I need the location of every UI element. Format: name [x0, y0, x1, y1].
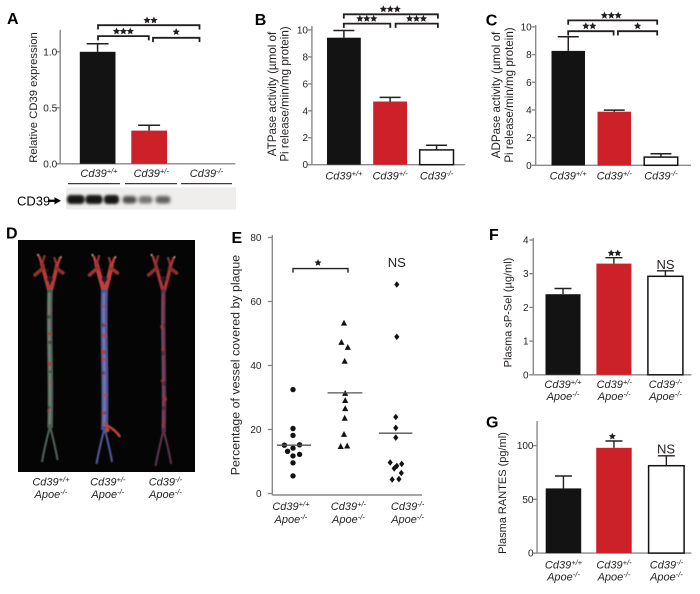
- svg-text:60: 60: [250, 297, 262, 308]
- svg-text:4: 4: [302, 106, 308, 117]
- svg-text:E: E: [232, 230, 243, 247]
- svg-text:Cd39-/-: Cd39-/-: [649, 377, 683, 391]
- svg-text:Cd39+/-: Cd39+/-: [331, 499, 367, 513]
- svg-text:4: 4: [526, 105, 532, 116]
- svg-text:Apoe-/-: Apoe-/-: [90, 487, 124, 501]
- svg-text:Apoe-/-: Apoe-/-: [274, 512, 308, 526]
- svg-text:NS: NS: [656, 257, 674, 272]
- svg-text:0.5: 0.5: [43, 103, 57, 114]
- svg-text:Cd39-/-: Cd39-/-: [391, 499, 425, 513]
- svg-text:Cd39-/-: Cd39-/-: [420, 169, 454, 183]
- svg-text:Apoe-/-: Apoe-/-: [390, 512, 424, 526]
- svg-text:Cd39+/+: Cd39+/+: [272, 499, 310, 513]
- svg-text:40: 40: [250, 361, 262, 372]
- svg-text:Apoe-/-: Apoe-/-: [148, 487, 182, 501]
- svg-text:Pi release/min/mg protein): Pi release/min/mg protein): [279, 26, 292, 161]
- svg-text:NS: NS: [388, 255, 406, 270]
- svg-text:Cd39-/-: Cd39-/-: [149, 475, 183, 489]
- svg-text:Cd39-/-: Cd39-/-: [190, 166, 224, 180]
- svg-text:10: 10: [521, 22, 533, 33]
- svg-text:50: 50: [522, 495, 534, 506]
- svg-text:Cd39+/-: Cd39+/-: [372, 169, 408, 183]
- svg-text:ADPase activity (µmol of: ADPase activity (µmol of: [490, 31, 503, 158]
- svg-text:D: D: [6, 226, 18, 243]
- svg-text:Apoe-/-: Apoe-/-: [34, 487, 68, 501]
- svg-text:Pi release/min/mg protein): Pi release/min/mg protein): [503, 27, 516, 162]
- svg-text:Relative CD39 expression: Relative CD39 expression: [28, 32, 40, 163]
- svg-text:Cd39+/-: Cd39+/-: [597, 169, 633, 183]
- svg-text:0: 0: [302, 160, 308, 171]
- svg-text:G: G: [486, 415, 498, 432]
- svg-text:Plasma sP-Sel (µg/ml): Plasma sP-Sel (µg/ml): [503, 258, 515, 368]
- svg-text:8: 8: [526, 50, 532, 61]
- svg-text:Cd39+/-: Cd39+/-: [134, 166, 170, 180]
- svg-text:B: B: [255, 12, 267, 29]
- svg-text:F: F: [489, 227, 499, 244]
- svg-text:2: 2: [523, 303, 529, 314]
- svg-text:Apoe-/-: Apoe-/-: [649, 570, 683, 584]
- svg-text:Plasma RANTES (pg/ml): Plasma RANTES (pg/ml): [497, 432, 509, 554]
- svg-text:0.0: 0.0: [43, 159, 57, 170]
- svg-text:Apoe-/-: Apoe-/-: [331, 512, 365, 526]
- svg-text:2: 2: [302, 133, 308, 144]
- svg-text:80: 80: [250, 233, 262, 244]
- svg-text:Percentage of vessel covered b: Percentage of vessel covered by plaque: [229, 255, 243, 476]
- svg-text:Apoe-/-: Apoe-/-: [597, 570, 631, 584]
- svg-text:CD39: CD39: [17, 194, 50, 209]
- svg-text:1.0: 1.0: [43, 47, 57, 58]
- svg-text:0: 0: [526, 161, 532, 172]
- svg-text:20: 20: [250, 425, 262, 436]
- svg-text:100: 100: [517, 441, 534, 452]
- svg-text:C: C: [486, 13, 498, 30]
- svg-text:4: 4: [523, 236, 529, 247]
- svg-text:Cd39-/-: Cd39-/-: [650, 558, 684, 572]
- svg-text:10: 10: [297, 25, 309, 36]
- svg-text:6: 6: [302, 79, 308, 90]
- svg-text:ATPase activity (µmol of: ATPase activity (µmol of: [266, 31, 279, 156]
- svg-text:Apoe-/-: Apoe-/-: [648, 389, 682, 403]
- svg-text:8: 8: [302, 52, 308, 63]
- svg-text:6: 6: [526, 78, 532, 89]
- svg-text:0: 0: [528, 549, 534, 560]
- svg-text:Cd39+/+: Cd39+/+: [550, 169, 588, 183]
- svg-text:NS: NS: [657, 442, 675, 457]
- svg-text:Apoe-/-: Apoe-/-: [546, 389, 580, 403]
- svg-text:A: A: [7, 11, 19, 28]
- svg-text:Cd39-/-: Cd39-/-: [644, 169, 678, 183]
- svg-text:Apoe-/-: Apoe-/-: [597, 389, 631, 403]
- svg-text:Cd39+/+: Cd39+/+: [325, 169, 363, 183]
- svg-text:Cd39+/+: Cd39+/+: [80, 166, 118, 180]
- svg-text:3: 3: [523, 269, 529, 280]
- svg-text:2: 2: [526, 133, 532, 144]
- svg-text:1: 1: [523, 337, 529, 348]
- svg-text:Apoe-/-: Apoe-/-: [546, 570, 580, 584]
- svg-text:0: 0: [256, 489, 262, 500]
- svg-text:0: 0: [523, 370, 529, 381]
